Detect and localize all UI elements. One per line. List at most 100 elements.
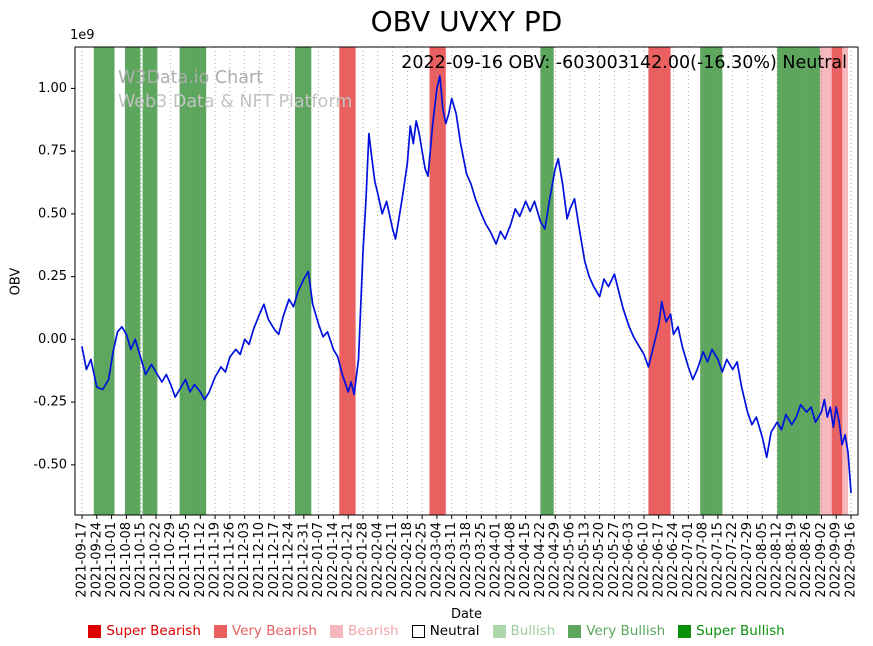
x-tick-label: 2022-06-10: [636, 522, 651, 598]
x-axis-label: Date: [450, 607, 483, 622]
legend-item-very-bearish: Very Bearish: [213, 623, 317, 639]
x-tick-label: 2021-11-19: [208, 522, 223, 598]
x-tick-label: 2022-01-21: [341, 522, 356, 598]
legend-item-neutral: Neutral: [411, 623, 480, 639]
x-tick-label: 2022-06-03: [622, 522, 637, 598]
legend-label: Neutral: [429, 623, 480, 639]
x-tick-label: 2022-04-29: [548, 522, 563, 598]
x-tick-label: 2021-12-10: [252, 522, 267, 598]
x-tick-label: 2022-07-29: [740, 522, 755, 598]
x-tick-label: 2021-10-01: [104, 522, 119, 598]
signal-band-very_bearish: [648, 47, 671, 515]
legend-label: Super Bearish: [106, 623, 201, 639]
signal-band-very_bullish: [540, 47, 554, 515]
legend-item-super-bullish: Super Bullish: [678, 623, 785, 639]
obv-line: [81, 75, 852, 494]
x-tick-label: 2022-02-04: [370, 522, 385, 598]
x-tick-label: 2021-10-29: [163, 522, 178, 598]
legend: Super Bearish Very Bearish Bearish Neutral B…: [0, 620, 873, 642]
legend-item-very-bullish: Very Bullish: [568, 623, 665, 639]
x-tick-label: 2021-12-31: [296, 522, 311, 598]
x-tick-label: 2022-08-12: [770, 522, 785, 598]
x-tick-label: 2022-07-22: [725, 522, 740, 598]
legend-swatch-icon: [678, 624, 692, 638]
watermark-line-1: W3Data.io Chart: [118, 68, 264, 88]
signal-band-very_bullish: [777, 47, 820, 515]
signal-band-very_bullish: [700, 47, 723, 515]
signal-band-very_bullish: [93, 47, 115, 515]
y-axis-label: OBV: [8, 267, 24, 296]
x-tick-label: 2022-07-01: [681, 522, 696, 598]
y-tick-label: 0.50: [38, 206, 67, 221]
x-tick-label: 2022-08-05: [755, 522, 770, 598]
x-tick-label: 2022-06-17: [651, 522, 666, 598]
x-tick-label: 2021-12-03: [237, 522, 252, 598]
x-tick-label: 2022-08-26: [799, 522, 814, 598]
x-tick-label: 2022-02-18: [400, 522, 415, 598]
x-tick-label: 2022-04-22: [533, 522, 548, 598]
x-tick-label: 2022-09-02: [814, 522, 829, 598]
legend-label: Bullish: [510, 623, 556, 639]
legend-swatch-icon: [492, 624, 506, 638]
watermark-line-2: Web3 Data & NFT Platform: [118, 92, 353, 112]
x-tick-label: 2022-05-13: [577, 522, 592, 598]
legend-swatch-icon: [329, 624, 343, 638]
y-tick-label: 1.00: [38, 81, 67, 96]
x-tick-label: 2021-10-08: [119, 522, 134, 598]
x-tick-label: 2022-01-07: [311, 522, 326, 598]
x-tick-label: 2022-02-11: [385, 522, 400, 598]
x-tick-label: 2022-04-08: [503, 522, 518, 598]
legend-label: Very Bearish: [231, 623, 317, 639]
signal-band-very_bearish: [831, 47, 843, 515]
x-tick-label: 2021-09-24: [89, 522, 104, 598]
legend-swatch-icon: [213, 624, 227, 638]
x-tick-label: 2021-10-15: [134, 522, 149, 598]
signal-band-very_bullish: [142, 47, 158, 515]
x-tick-label: 2022-05-06: [563, 522, 578, 598]
legend-swatch-icon: [411, 624, 425, 638]
x-tick-label: 2022-01-28: [355, 522, 370, 598]
signal-band-very_bearish: [339, 47, 356, 515]
x-tick-label: 2022-07-08: [696, 522, 711, 598]
x-tick-label: 2022-04-15: [518, 522, 533, 598]
y-tick-label: 0.00: [38, 332, 67, 347]
legend-label: Super Bullish: [696, 623, 785, 639]
legend-item-bullish: Bullish: [492, 623, 556, 639]
signal-band-very_bullish: [124, 47, 141, 515]
x-tick-label: 2022-08-19: [784, 522, 799, 598]
signal-band-very_bearish: [429, 47, 446, 515]
x-tick-label: 2022-04-01: [489, 522, 504, 598]
x-tick-label: 2022-07-15: [710, 522, 725, 598]
watermark: W3Data.io Chart Web3 Data & NFT Platform: [118, 66, 352, 114]
y-axis-offset-label: 1e9: [70, 28, 95, 43]
x-tick-label: 2022-03-25: [474, 522, 489, 598]
y-tick-label: -0.25: [33, 395, 67, 410]
x-tick-label: 2022-05-27: [607, 522, 622, 598]
x-tick-label: 2022-01-14: [326, 522, 341, 598]
plot-border: [74, 46, 859, 516]
x-tick-label: 2021-10-22: [148, 522, 163, 598]
x-tick-label: 2021-12-17: [267, 522, 282, 598]
y-tick-label: -0.50: [33, 457, 67, 472]
x-tick-label: 2022-03-04: [429, 522, 444, 598]
legend-label: Very Bullish: [586, 623, 666, 639]
x-tick-label: 2022-05-20: [592, 522, 607, 598]
x-tick-label: 2021-11-05: [178, 522, 193, 598]
x-tick-label: 2021-11-26: [222, 522, 237, 598]
y-tick-label: 0.25: [38, 269, 67, 284]
x-tick-label: 2021-09-17: [75, 522, 90, 598]
legend-item-super-bearish: Super Bearish: [88, 623, 201, 639]
x-tick-label: 2021-12-24: [282, 522, 297, 598]
legend-item-bearish: Bearish: [329, 623, 399, 639]
x-tick-label: 2022-02-25: [415, 522, 430, 598]
chart-title: OBV UVXY PD: [370, 5, 563, 38]
x-tick-label: 2022-09-16: [844, 522, 859, 598]
x-tick-label: 2021-11-12: [193, 522, 208, 598]
x-tick-label: 2022-03-18: [459, 522, 474, 598]
legend-swatch-icon: [88, 624, 102, 638]
x-tick-label: 2022-09-09: [829, 522, 844, 598]
signal-band-very_bullish: [179, 47, 207, 515]
legend-swatch-icon: [568, 624, 582, 638]
